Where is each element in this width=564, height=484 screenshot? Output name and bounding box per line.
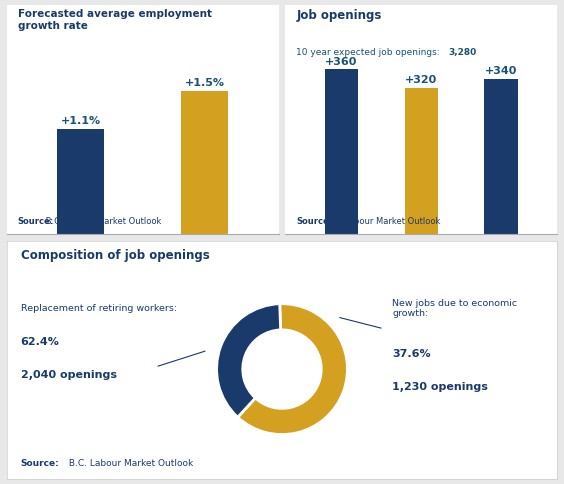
Bar: [484, 79, 518, 235]
Text: B.C. Labour Market Outlook: B.C. Labour Market Outlook: [322, 217, 440, 226]
Text: 37.6%: 37.6%: [392, 348, 431, 358]
Text: 3,280: 3,280: [448, 47, 477, 57]
Text: +320: +320: [405, 75, 438, 85]
Bar: [324, 70, 358, 235]
Text: Source:: Source:: [296, 217, 332, 226]
Text: Source:: Source:: [20, 458, 59, 467]
Text: 62.4%: 62.4%: [20, 336, 59, 346]
Wedge shape: [237, 304, 347, 435]
Text: 2,040 openings: 2,040 openings: [20, 370, 117, 379]
Text: +360: +360: [325, 57, 358, 67]
Wedge shape: [217, 304, 281, 417]
Text: Job openings: Job openings: [296, 9, 382, 22]
Text: Source:: Source:: [17, 217, 54, 226]
Text: 10 year expected job openings:: 10 year expected job openings:: [296, 47, 443, 57]
Bar: [181, 92, 228, 235]
Bar: [404, 89, 438, 235]
Text: 1,230 openings: 1,230 openings: [392, 381, 488, 392]
Text: +340: +340: [485, 66, 517, 76]
Text: Composition of job openings: Composition of job openings: [20, 248, 209, 261]
Text: B.C. Labour Market Outlook: B.C. Labour Market Outlook: [65, 458, 193, 467]
Text: +1.1%: +1.1%: [61, 116, 101, 126]
Text: B.C. Labour Market Outlook: B.C. Labour Market Outlook: [43, 217, 162, 226]
Bar: [58, 130, 104, 235]
Text: New jobs due to economic
growth:: New jobs due to economic growth:: [392, 298, 517, 318]
Text: Forecasted average employment
growth rate: Forecasted average employment growth rat…: [17, 9, 212, 31]
Text: +1.5%: +1.5%: [184, 78, 224, 88]
Text: Replacement of retiring workers:: Replacement of retiring workers:: [20, 303, 177, 312]
